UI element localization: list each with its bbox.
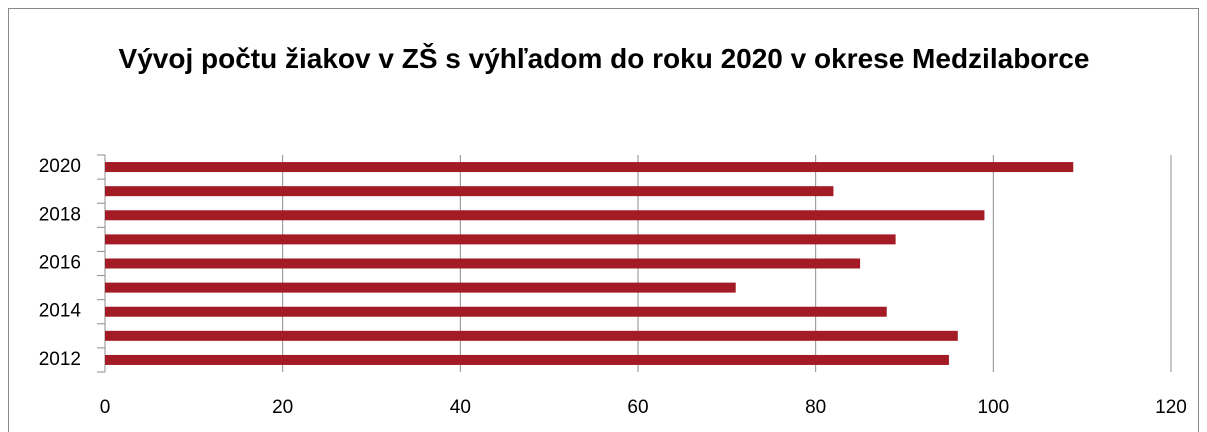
bar: [105, 330, 958, 341]
chart-border: [8, 8, 1199, 432]
y-tick-label: 2012: [39, 349, 81, 370]
x-tick-label: 120: [1155, 397, 1187, 418]
bar: [105, 186, 834, 197]
x-tick-label: 80: [805, 397, 826, 418]
x-tick-label: 20: [272, 397, 293, 418]
x-tick-label: 0: [100, 397, 111, 418]
y-tick-label: 2018: [39, 204, 81, 225]
bar: [105, 258, 861, 269]
x-tick-label: 100: [977, 397, 1009, 418]
bar: [105, 354, 949, 365]
bar: [105, 210, 985, 221]
chart-title: Vývoj počtu žiakov v ZŠ s výhľadom do ro…: [118, 43, 1090, 74]
y-tick-label: 2016: [39, 253, 81, 274]
x-tick-label: 40: [450, 397, 471, 418]
bar: [105, 234, 896, 245]
y-tick-label: 2014: [39, 301, 82, 322]
bar: [105, 162, 1074, 173]
bar: [105, 282, 736, 293]
x-tick-label: 60: [627, 397, 648, 418]
y-tick-label: 2020: [39, 156, 81, 177]
bar: [105, 306, 887, 317]
